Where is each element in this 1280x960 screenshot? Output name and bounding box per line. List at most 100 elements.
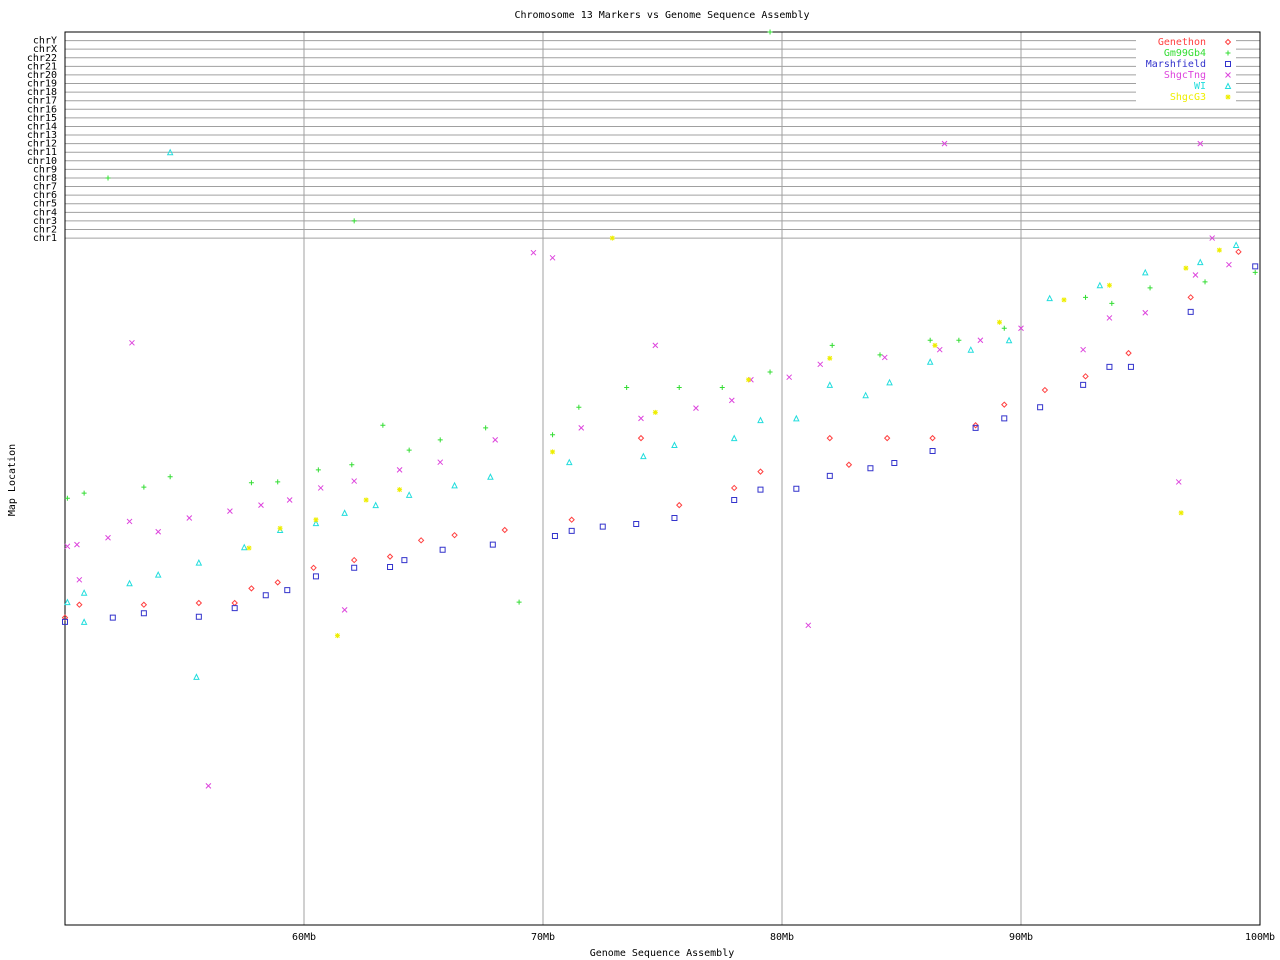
data-point: [451, 481, 458, 489]
data-point: [1037, 404, 1044, 411]
data-point: [883, 434, 891, 442]
data-point: [64, 495, 70, 501]
data-point: [652, 342, 659, 349]
data-point: [61, 614, 69, 621]
data-point: [246, 545, 252, 551]
y-tick-label: chr20: [27, 70, 57, 81]
data-point: [186, 515, 193, 521]
data-point: [941, 140, 948, 147]
data-point: [1209, 235, 1216, 241]
data-point: [313, 517, 319, 523]
x-tick-label: 90Mb: [1009, 932, 1033, 943]
data-point: [341, 509, 348, 516]
data-point: [1046, 294, 1053, 302]
data-point: [405, 491, 413, 498]
data-point: [826, 472, 833, 479]
data-point: [167, 474, 173, 480]
data-point: [757, 416, 764, 424]
y-tick-label: chr6: [33, 190, 57, 201]
legend-marker: [1225, 72, 1231, 78]
data-point: [599, 523, 606, 530]
data-point: [568, 527, 575, 534]
data-point: [1001, 325, 1007, 331]
data-point: [417, 537, 425, 544]
data-point: [845, 461, 853, 468]
data-point: [652, 409, 658, 415]
y-tick-label: chr7: [33, 182, 57, 193]
data-point: [141, 484, 147, 490]
data-point: [483, 425, 489, 431]
data-point: [671, 441, 678, 449]
data-point: [1096, 281, 1104, 289]
data-point: [817, 361, 824, 368]
y-tick-label: chr10: [27, 156, 57, 167]
data-point: [786, 374, 793, 381]
chart-title: Chromosome 13 Markers vs Genome Sequence…: [514, 10, 809, 21]
data-point: [1147, 285, 1153, 291]
data-point: [1061, 297, 1067, 303]
data-point: [105, 534, 111, 541]
data-point: [576, 404, 582, 410]
data-point: [80, 618, 88, 625]
data-point: [451, 531, 458, 539]
data-point: [746, 377, 752, 383]
data-point: [105, 175, 111, 181]
data-point: [387, 563, 394, 570]
data-point: [386, 553, 394, 560]
data-point: [565, 458, 573, 466]
data-point: [730, 434, 738, 442]
data-point: [126, 518, 133, 525]
data-point: [1125, 349, 1132, 357]
data-point: [728, 397, 735, 404]
data-point: [154, 571, 162, 578]
data-point: [166, 148, 174, 156]
data-point: [248, 480, 254, 486]
data-point: [926, 358, 934, 365]
data-point: [437, 459, 444, 466]
data-point: [1106, 315, 1113, 321]
data-point: [550, 449, 556, 455]
data-point: [489, 541, 496, 548]
data-point: [829, 342, 835, 348]
data-point: [1175, 479, 1182, 485]
data-point: [1001, 401, 1008, 408]
data-point: [862, 391, 869, 399]
data-point: [638, 415, 644, 422]
data-point: [1187, 294, 1194, 301]
data-point: [568, 516, 575, 523]
data-point: [195, 613, 202, 620]
legend-marker: [1225, 61, 1231, 67]
data-point: [312, 573, 319, 580]
data-point: [129, 339, 135, 346]
data-point: [1018, 325, 1024, 332]
data-point: [492, 437, 499, 443]
y-tick-label: chr1: [33, 233, 57, 244]
legend-label: WI: [1194, 81, 1206, 92]
y-tick-label: chr15: [27, 113, 57, 124]
data-point: [1005, 336, 1013, 344]
data-point: [757, 486, 764, 493]
legend-marker: [1225, 50, 1231, 56]
data-point: [310, 564, 317, 572]
data-point: [867, 465, 874, 472]
data-point: [932, 342, 938, 348]
data-point: [396, 467, 403, 473]
data-point: [1235, 248, 1242, 256]
data-point: [380, 422, 386, 428]
legend-label: ShgcG3: [1170, 92, 1206, 103]
data-point: [1001, 415, 1008, 422]
data-point: [578, 424, 585, 431]
data-point: [76, 601, 83, 608]
data-point: [936, 346, 943, 353]
data-point: [80, 589, 88, 596]
data-point: [277, 525, 283, 531]
data-point: [956, 337, 962, 343]
data-point: [351, 218, 357, 224]
x-axis-label: Genome Sequence Assembly: [590, 948, 735, 959]
data-point: [1109, 300, 1115, 306]
y-tick-label: chr18: [27, 87, 57, 98]
data-point: [530, 249, 537, 256]
data-point: [274, 579, 281, 586]
data-point: [1106, 282, 1112, 288]
data-point: [195, 559, 203, 566]
